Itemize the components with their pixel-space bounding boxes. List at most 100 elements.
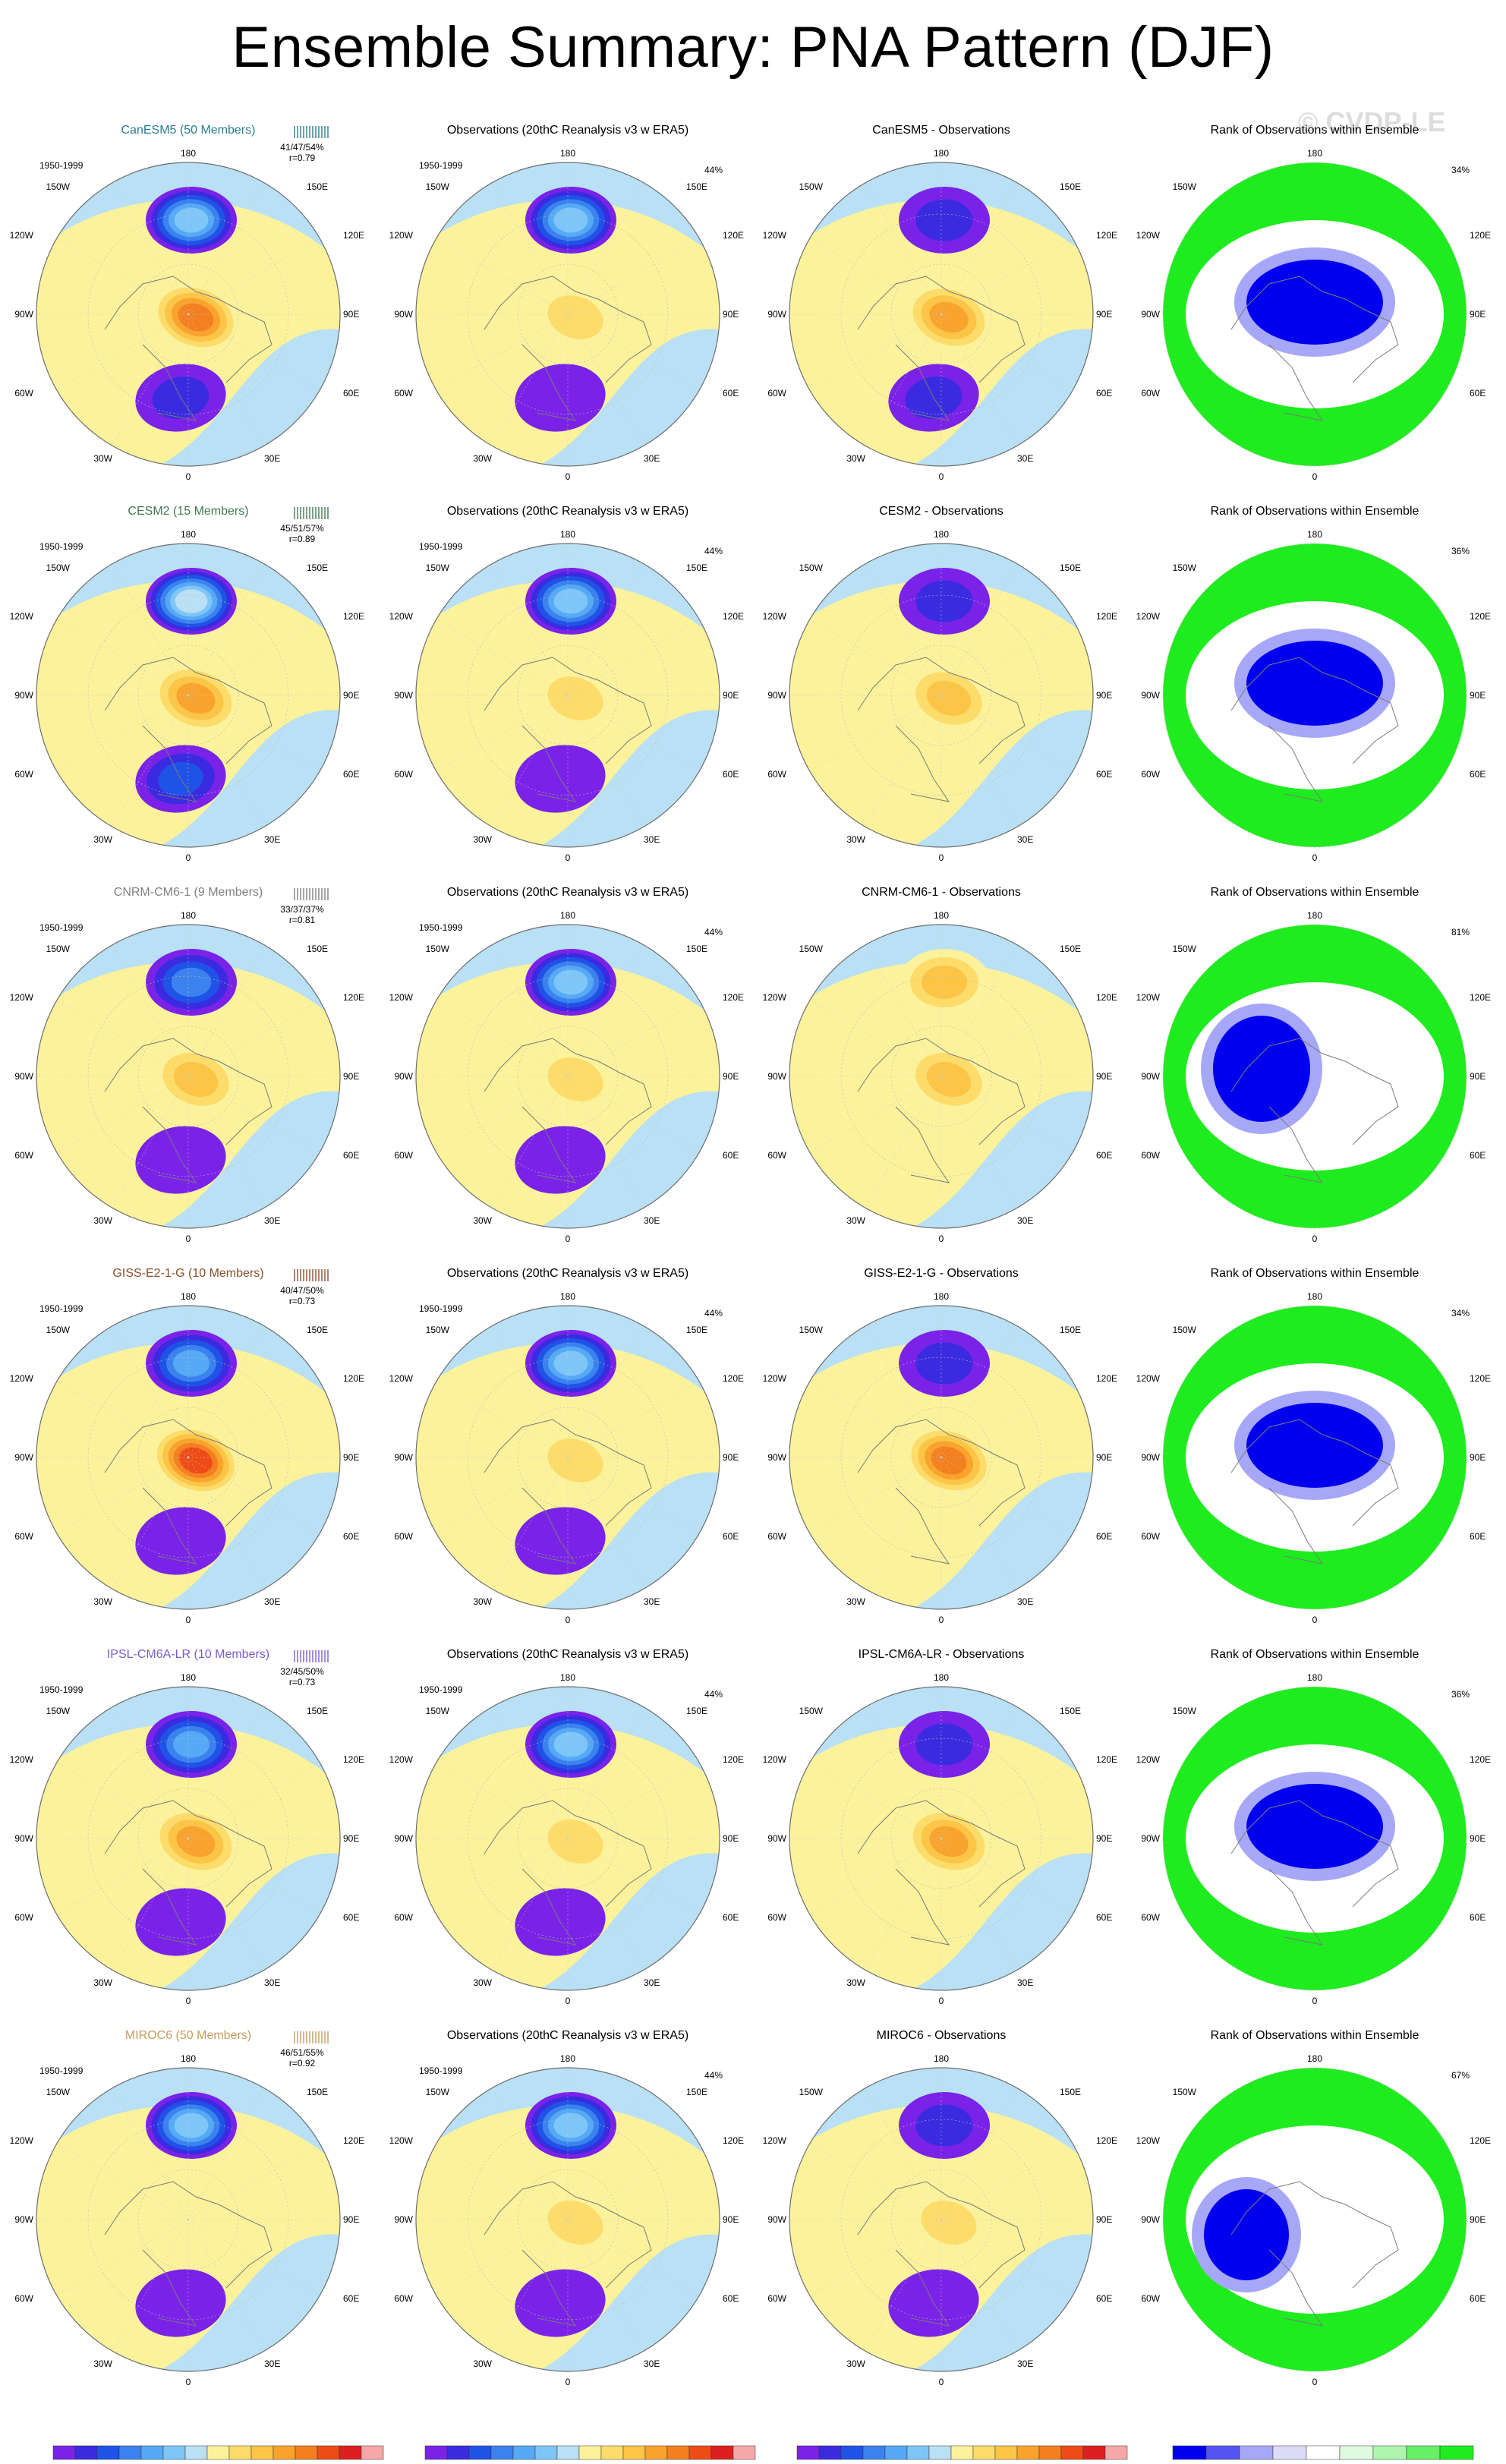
lon-label-180: 180: [1307, 148, 1322, 159]
pacific-center-level-5: [553, 1350, 588, 1376]
meridian-line: [56, 1457, 189, 1534]
map-border: [789, 2067, 1094, 2372]
colorbar-swatch: [74, 2445, 98, 2460]
lon-label-120e: 120E: [1470, 1754, 1491, 1765]
meridian-line: [187, 314, 320, 391]
coastline: [1268, 1106, 1324, 1183]
colorbar-swatch: [273, 2445, 296, 2460]
coastline: [857, 1038, 1026, 1145]
colorbar-swatch: [600, 2445, 624, 2460]
colorbar-swatch: [710, 2445, 734, 2460]
lon-label-180: 180: [181, 529, 196, 540]
meridian-line: [567, 1076, 644, 1208]
meridian-line: [940, 695, 1018, 827]
colorbar-swatch: [906, 2445, 930, 2460]
map-border: [36, 1305, 341, 1610]
observations-map-3: Observations (20thC Reanalysis v3 w ERA5…: [389, 1267, 744, 1625]
canada-center-level-1: [547, 676, 603, 720]
lon-label-0: 0: [1312, 471, 1318, 482]
lon-label-0: 0: [1312, 1996, 1318, 2006]
coastline: [521, 1868, 577, 1946]
meridian-line: [567, 314, 644, 446]
lon-label-150e: 150E: [686, 2087, 707, 2097]
lon-label-120w: 120W: [10, 230, 34, 241]
observations-pct: 44%: [704, 165, 723, 175]
lon-label-60e: 60E: [1096, 769, 1112, 780]
coastline: [484, 276, 652, 383]
meridian-line: [567, 1000, 700, 1077]
rank-title: Rank of Observations within Ensemble: [1211, 886, 1419, 899]
lon-label-120w: 120W: [763, 611, 787, 622]
meridian-line: [567, 2219, 644, 2352]
map-border: [36, 924, 341, 1229]
lon-label-120e: 120E: [1096, 611, 1117, 622]
lon-label-120w: 120W: [389, 992, 414, 1003]
rank-pct: 36%: [1451, 546, 1470, 556]
coastline: [104, 2181, 273, 2289]
meridian-line: [56, 1762, 189, 1839]
colorbar-difference: -7-6-5-4-3-2-101234567hPa: [796, 2445, 1131, 2464]
lon-label-120w: 120W: [1136, 992, 1161, 1003]
meridian-line: [940, 1457, 1018, 1590]
meridian-line: [436, 238, 569, 315]
pacific-center-level-5: [174, 2113, 209, 2138]
lon-label-30e: 30E: [644, 834, 660, 845]
model-title: CESM2 (15 Members): [128, 505, 248, 518]
lon-label-90w: 90W: [394, 1452, 413, 1463]
pacific-center-level-1: [915, 2104, 973, 2147]
lon-label-120e: 120E: [1096, 2135, 1117, 2146]
colorbar-swatch: [818, 2445, 842, 2460]
lon-label-30w: 30W: [93, 834, 112, 845]
meridian-line: [865, 1076, 942, 1208]
colorbar-model: -7-6-5-4-3-2-101234567hPa: [52, 2445, 387, 2464]
lon-label-150e: 150E: [1060, 1706, 1081, 1716]
lon-label-60w: 60W: [394, 769, 413, 780]
lon-label-120w: 120W: [389, 1754, 414, 1765]
period-label: 1950-1999: [419, 922, 463, 933]
pacific-center-level-3: [171, 967, 212, 997]
lon-label-90w: 90W: [1141, 1071, 1160, 1082]
lon-label-30e: 30E: [264, 453, 280, 464]
colorbar-swatch: [1239, 2445, 1274, 2460]
meridian-line: [940, 2219, 1073, 2296]
lon-label-90w: 90W: [14, 690, 33, 701]
lon-label-90e: 90E: [1470, 1452, 1486, 1463]
meridian-line: [187, 695, 265, 827]
pattern-correlation: r=0.92: [289, 2058, 316, 2069]
observations-map-2: Observations (20thC Reanalysis v3 w ERA5…: [389, 886, 744, 1244]
lon-label-60w: 60W: [14, 1912, 33, 1923]
colorbar-swatch: [666, 2445, 690, 2460]
meridian-line: [112, 1838, 189, 1971]
pacific-center-level-1: [915, 1342, 973, 1385]
meridian-line: [112, 1076, 189, 1208]
meridian-line: [940, 695, 1073, 772]
meridian-line: [436, 1076, 569, 1153]
lon-label-150w: 150W: [799, 1325, 824, 1335]
lon-label-0: 0: [939, 1615, 944, 1625]
pacific-center-level-1: [915, 580, 973, 622]
map-border: [36, 543, 341, 848]
difference-title: MIROC6 - Observations: [877, 2029, 1007, 2042]
observations-map-0: Observations (20thC Reanalysis v3 w ERA5…: [389, 124, 744, 482]
colorbar-swatch: [1205, 2445, 1240, 2460]
map-border: [36, 2067, 341, 2372]
lon-label-60e: 60E: [723, 1531, 739, 1542]
meridian-line: [940, 1457, 1073, 1534]
lon-label-60w: 60W: [767, 1531, 786, 1542]
colorbar-tick: 5: [707, 2462, 716, 2464]
lon-label-150e: 150E: [686, 562, 707, 573]
lon-label-120w: 120W: [1136, 1373, 1161, 1384]
map-border: [1162, 1305, 1467, 1610]
colorbar-swatch: [644, 2445, 668, 2460]
meridian-line: [940, 1000, 1073, 1077]
lon-label-90w: 90W: [14, 309, 33, 320]
lon-label-30e: 30E: [264, 834, 280, 845]
lon-label-120e: 120E: [343, 992, 364, 1003]
map-border: [415, 2067, 720, 2372]
colorbar-tick: 5: [336, 2462, 344, 2464]
map-border: [1162, 162, 1467, 467]
lon-label-180: 180: [1307, 2053, 1322, 2064]
meridian-line: [56, 1838, 189, 1915]
lon-label-120w: 120W: [763, 1373, 787, 1384]
lon-label-150e: 150E: [307, 562, 328, 573]
